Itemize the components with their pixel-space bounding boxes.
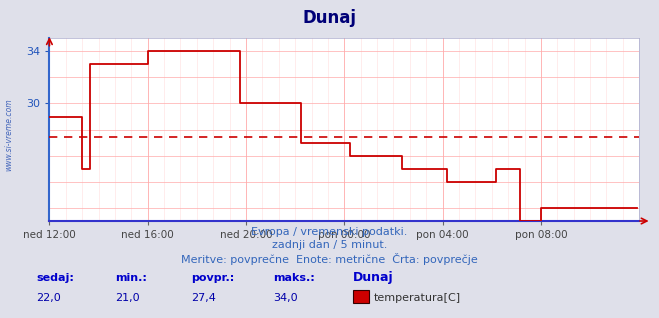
Text: Meritve: povprečne  Enote: metrične  Črta: povprečje: Meritve: povprečne Enote: metrične Črta:… (181, 253, 478, 265)
Text: Dunaj: Dunaj (353, 272, 393, 284)
Text: 34,0: 34,0 (273, 293, 298, 302)
Text: 21,0: 21,0 (115, 293, 140, 302)
Text: sedaj:: sedaj: (36, 273, 74, 283)
Text: zadnji dan / 5 minut.: zadnji dan / 5 minut. (272, 240, 387, 250)
Text: povpr.:: povpr.: (191, 273, 235, 283)
Text: temperatura[C]: temperatura[C] (374, 293, 461, 302)
Text: www.si-vreme.com: www.si-vreme.com (4, 99, 13, 171)
Text: maks.:: maks.: (273, 273, 315, 283)
Text: min.:: min.: (115, 273, 147, 283)
Text: Evropa / vremenski podatki.: Evropa / vremenski podatki. (251, 227, 408, 237)
Text: 27,4: 27,4 (191, 293, 216, 302)
Text: Dunaj: Dunaj (302, 9, 357, 27)
Text: 22,0: 22,0 (36, 293, 61, 302)
